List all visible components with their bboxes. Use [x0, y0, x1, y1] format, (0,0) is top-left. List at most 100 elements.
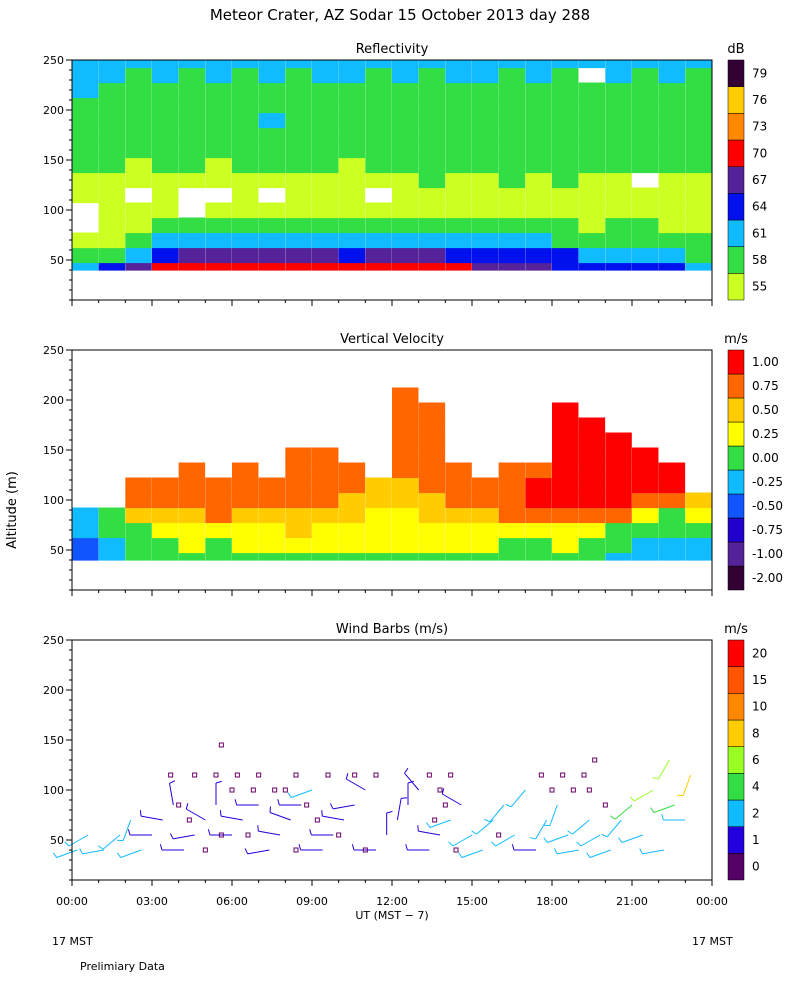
heatmap-cell	[312, 552, 339, 561]
heatmap-cell	[418, 402, 446, 419]
heatmap-cell	[338, 232, 366, 249]
x-tick-label: 18:00	[536, 895, 568, 908]
heatmap-cell	[392, 97, 419, 114]
x-tick-label: 03:00	[136, 895, 168, 908]
heatmap-cell	[685, 112, 712, 129]
heatmap-cell	[445, 202, 472, 219]
wind-barb	[159, 844, 184, 851]
wind-barb	[116, 849, 142, 858]
heatmap-cell	[312, 262, 339, 271]
calm-marker	[168, 772, 174, 778]
colorbar-label: 79	[752, 66, 767, 80]
wind-barbs-axes: 50 100 150 200 250	[43, 634, 713, 886]
heatmap-cell	[445, 507, 472, 524]
wind-barb	[386, 810, 393, 835]
heatmap-cell	[258, 112, 286, 129]
heatmap-cell	[552, 447, 579, 464]
heatmap-cell	[632, 477, 659, 494]
heatmap-cell	[152, 507, 179, 524]
heatmap-cell	[285, 232, 312, 249]
heatmap-cell	[285, 492, 312, 509]
heatmap-cell	[285, 97, 312, 114]
heatmap-cell	[205, 172, 232, 189]
heatmap-cell	[312, 522, 339, 539]
heatmap-cell	[312, 477, 339, 494]
heatmap-cell	[125, 262, 152, 271]
heatmap-cell	[152, 522, 179, 539]
heatmap-cell	[365, 217, 392, 234]
heatmap-cell	[472, 82, 499, 99]
heatmap-cell	[258, 537, 286, 554]
heatmap-cell	[658, 522, 686, 539]
heatmap-cell	[418, 60, 446, 69]
heatmap-cell	[72, 247, 99, 264]
reflectivity-colorbar: 55 58 61 64 67 70 73 76 79	[727, 59, 767, 301]
heatmap-cell	[445, 67, 472, 84]
calm-marker	[256, 772, 262, 778]
wind-barb	[97, 834, 121, 850]
heatmap-cell	[205, 492, 232, 509]
heatmap-cell	[152, 60, 179, 69]
heatmap-cell	[392, 492, 419, 509]
heatmap-cell	[685, 492, 712, 509]
heatmap-cell	[178, 537, 206, 554]
heatmap-cell	[445, 492, 472, 509]
heatmap-cell	[178, 157, 206, 174]
heatmap-cell	[472, 477, 499, 494]
vertical-velocity-colorbar: -2.00 -1.00 -0.75 -0.50 -0.25 0.00 0.25 0.50 0.7…	[727, 349, 783, 591]
left-local-time: 17 MST	[52, 935, 93, 948]
heatmap-cell	[392, 217, 419, 234]
y-tick-label: 150	[43, 734, 64, 747]
heatmap-cell	[392, 507, 419, 524]
heatmap-cell	[205, 262, 232, 271]
heatmap-cell	[498, 60, 526, 69]
heatmap-cell	[365, 157, 392, 174]
heatmap-cell	[685, 217, 712, 234]
heatmap-cell	[98, 142, 126, 159]
heatmap-cell	[125, 127, 152, 144]
heatmap-cell	[552, 262, 579, 271]
colorbar-label: 6	[752, 753, 760, 767]
colorbar-label: 15	[752, 673, 767, 687]
heatmap-cell	[658, 232, 686, 249]
heatmap-cell	[658, 507, 686, 524]
wind-barb	[511, 844, 536, 851]
heatmap-cell	[232, 462, 259, 479]
heatmap-cell	[392, 462, 419, 479]
calm-marker	[560, 772, 566, 778]
heatmap-cell	[125, 477, 152, 494]
heatmap-cell	[632, 507, 659, 524]
x-tick-label: 09:00	[296, 895, 328, 908]
heatmap-cell	[178, 82, 206, 99]
heatmap-cell	[232, 262, 259, 271]
heatmap-cell	[658, 262, 686, 271]
heatmap-cell	[312, 172, 339, 189]
colorbar-swatch	[727, 693, 745, 721]
colorbar-swatch	[727, 397, 745, 423]
heatmap-cell	[98, 552, 126, 561]
heatmap-cell	[98, 187, 126, 204]
heatmap-cell	[178, 247, 206, 264]
heatmap-cell	[552, 432, 579, 449]
heatmap-cell	[632, 447, 659, 464]
colorbar-swatch	[727, 541, 745, 567]
heatmap-cell	[445, 97, 472, 114]
heatmap-cell	[472, 247, 499, 264]
heatmap-cell	[525, 537, 552, 554]
wind-barb	[321, 810, 345, 821]
heatmap-cell	[365, 507, 392, 524]
heatmap-cell	[658, 187, 686, 204]
heatmap-cell	[418, 217, 446, 234]
heatmap-cell	[338, 522, 366, 539]
figure-title: Meteor Crater, AZ Sodar 15 October 2013 …	[210, 6, 590, 24]
heatmap-cell	[552, 127, 579, 144]
heatmap-cell	[418, 97, 446, 114]
heatmap-cell	[445, 112, 472, 129]
vertical-velocity-title: Vertical Velocity	[340, 332, 444, 347]
heatmap-cell	[365, 232, 392, 249]
heatmap-cell	[338, 262, 366, 271]
heatmap-cell	[445, 217, 472, 234]
colorbar-label: -0.75	[752, 523, 783, 537]
heatmap-cell	[72, 82, 99, 99]
y-tick-label: 150	[43, 154, 64, 167]
